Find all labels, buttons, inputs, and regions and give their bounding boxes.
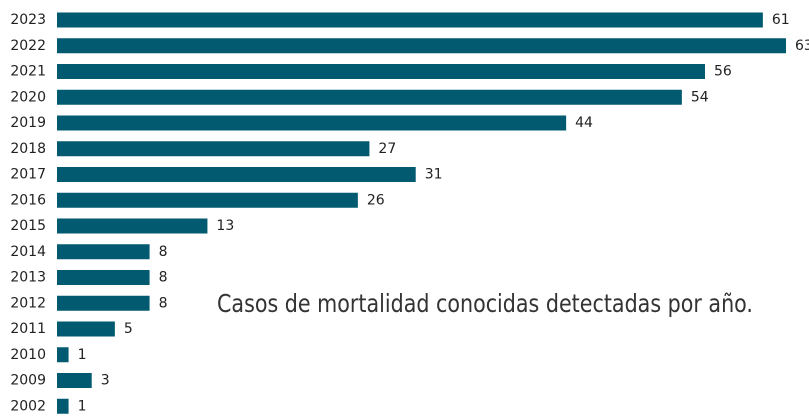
bar bbox=[57, 12, 763, 28]
y-tick-label: 2023 bbox=[10, 12, 46, 28]
y-tick-label: 2015 bbox=[10, 218, 46, 234]
bar bbox=[57, 38, 786, 54]
y-tick-label: 2012 bbox=[10, 295, 46, 311]
value-label: 54 bbox=[691, 89, 709, 105]
y-tick-label: 2018 bbox=[10, 141, 46, 157]
y-tick-label: 2020 bbox=[10, 89, 46, 105]
value-label: 13 bbox=[216, 218, 234, 234]
y-tick-label: 2021 bbox=[10, 64, 46, 80]
value-label: 8 bbox=[159, 244, 168, 260]
y-tick-label: 2016 bbox=[10, 192, 46, 208]
bar bbox=[57, 89, 682, 105]
bar bbox=[57, 373, 92, 388]
value-label: 1 bbox=[78, 398, 87, 414]
bar bbox=[57, 398, 69, 414]
bar bbox=[57, 64, 705, 79]
bar bbox=[57, 295, 150, 311]
value-label: 1 bbox=[78, 347, 87, 363]
bar bbox=[57, 270, 150, 285]
y-tick-label: 2022 bbox=[10, 38, 46, 54]
value-label: 56 bbox=[714, 64, 732, 80]
y-tick-label: 2011 bbox=[10, 321, 46, 337]
value-label: 44 bbox=[575, 115, 593, 131]
value-label: 61 bbox=[772, 12, 790, 28]
bar bbox=[57, 167, 416, 182]
y-tick-label: 2010 bbox=[10, 347, 46, 363]
value-label: 5 bbox=[124, 321, 133, 337]
value-label: 26 bbox=[367, 192, 385, 208]
bar bbox=[57, 192, 358, 208]
bar bbox=[57, 244, 150, 260]
chart-title: Casos de mortalidad conocidas detectadas… bbox=[217, 289, 753, 318]
value-label: 63 bbox=[795, 38, 809, 54]
value-label: 27 bbox=[378, 141, 396, 157]
y-tick-label: 2017 bbox=[10, 167, 46, 183]
bar bbox=[57, 218, 208, 234]
y-tick-label: 2002 bbox=[10, 398, 46, 414]
value-label: 31 bbox=[425, 167, 443, 183]
y-tick-label: 2013 bbox=[10, 270, 46, 286]
bar bbox=[57, 347, 69, 363]
y-tick-label: 2009 bbox=[10, 373, 46, 389]
bar bbox=[57, 115, 567, 131]
y-tick-label: 2019 bbox=[10, 115, 46, 131]
value-label: 8 bbox=[159, 270, 168, 286]
bar bbox=[57, 321, 115, 337]
value-label: 8 bbox=[159, 295, 168, 311]
bar bbox=[57, 141, 370, 157]
y-tick-label: 2014 bbox=[10, 244, 46, 260]
value-label: 3 bbox=[101, 373, 110, 389]
